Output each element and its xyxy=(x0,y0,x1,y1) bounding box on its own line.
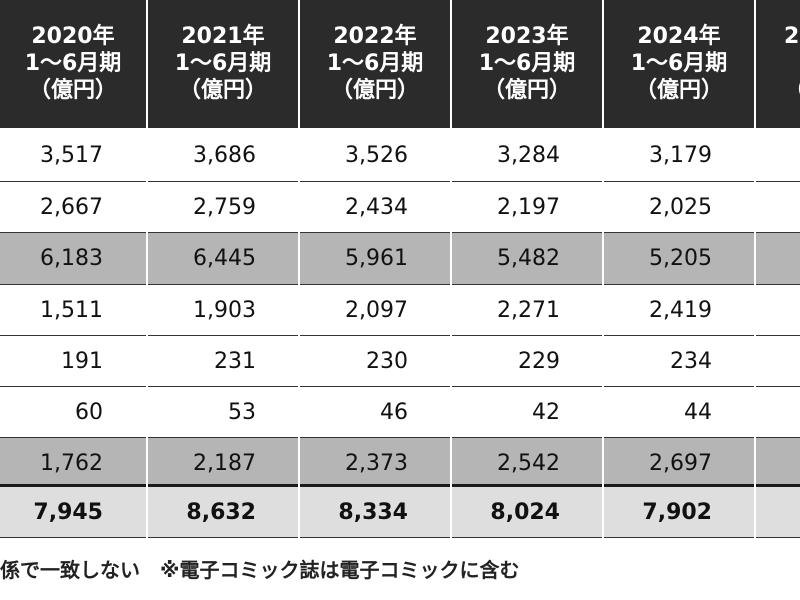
table-cell: 3,179 xyxy=(649,143,712,168)
column-header-2021: 2021年 1～6月期 （億円） xyxy=(148,0,298,128)
column-divider xyxy=(298,0,300,538)
table-cell: 6,183 xyxy=(40,246,103,271)
column-unit: （億円） xyxy=(330,78,419,103)
column-divider xyxy=(450,0,452,538)
row-divider xyxy=(0,437,800,438)
table-cell: 5,205 xyxy=(649,246,712,271)
table-row: 191 231 230 229 234 xyxy=(0,336,800,387)
table-cell: 6,445 xyxy=(193,246,256,271)
table-cell: 8,632 xyxy=(186,500,256,525)
column-unit: （億円） xyxy=(178,78,267,103)
row-divider xyxy=(0,386,800,387)
table-row: 3,517 3,686 3,526 3,284 3,179 xyxy=(0,130,800,181)
table-row: 60 53 46 42 44 xyxy=(0,387,800,438)
table-cell: 5,482 xyxy=(497,246,560,271)
column-header-2020: 2020年 1～6月期 （億円） xyxy=(0,0,146,128)
column-header-2022: 2022年 1～6月期 （億円） xyxy=(300,0,450,128)
column-header-partial: 2 （ xyxy=(756,0,800,128)
table-cell: 3,526 xyxy=(345,143,408,168)
table-row: 1,511 1,903 2,097 2,271 2,419 xyxy=(0,285,800,336)
table-cell: 1,511 xyxy=(40,298,103,323)
row-divider xyxy=(0,284,800,285)
table-cell: 3,517 xyxy=(40,143,103,168)
column-unit: （億円） xyxy=(482,78,571,103)
row-divider xyxy=(0,335,800,336)
table-cell: 2,434 xyxy=(345,195,408,220)
table-cell: 42 xyxy=(532,400,560,425)
row-divider xyxy=(0,232,800,233)
table-cell: 2,697 xyxy=(649,451,712,476)
table-cell: 46 xyxy=(380,400,408,425)
table-cell: 2,025 xyxy=(649,195,712,220)
table-cell: 2,419 xyxy=(649,298,712,323)
column-year: 2021年 xyxy=(181,24,265,49)
column-period: 1～6月期 xyxy=(174,51,272,76)
column-unit: （ xyxy=(784,77,800,104)
column-period xyxy=(784,50,800,77)
table-cell: 234 xyxy=(670,349,712,374)
table-cell: 53 xyxy=(228,400,256,425)
table-cell: 2,197 xyxy=(497,195,560,220)
table-cell: 2,759 xyxy=(193,195,256,220)
table-cell: 3,284 xyxy=(497,143,560,168)
column-unit: （億円） xyxy=(634,78,723,103)
column-header-2024: 2024年 1～6月期 （億円） xyxy=(604,0,754,128)
column-header-2023: 2023年 1～6月期 （億円） xyxy=(452,0,602,128)
table-cell: 8,024 xyxy=(490,500,560,525)
table-cell: 44 xyxy=(684,400,712,425)
table-cell: 191 xyxy=(61,349,103,374)
column-period: 1～6月期 xyxy=(478,51,576,76)
table-cell: 7,902 xyxy=(642,500,712,525)
column-period: 1～6月期 xyxy=(326,51,424,76)
row-divider xyxy=(0,181,800,182)
table-cell: 2,542 xyxy=(497,451,560,476)
column-year: 2024年 xyxy=(637,24,721,49)
table-cell: 2,097 xyxy=(345,298,408,323)
column-period: 1～6月期 xyxy=(24,51,122,76)
footnote: 係で一致しない ※電子コミック誌は電子コミックに含む xyxy=(0,558,520,582)
table-bottom-border xyxy=(0,537,800,538)
table-cell: 2,271 xyxy=(497,298,560,323)
table-cell: 229 xyxy=(518,349,560,374)
table-cell: 2,373 xyxy=(345,451,408,476)
table-cell: 60 xyxy=(75,400,103,425)
subtotal-row: 1,762 2,187 2,373 2,542 2,697 xyxy=(0,438,800,489)
column-divider xyxy=(754,0,756,538)
column-year: 2 xyxy=(784,24,800,49)
table-row: 2,667 2,759 2,434 2,197 2,025 xyxy=(0,182,800,233)
column-year: 2022年 xyxy=(333,24,417,49)
table-cell: 2,187 xyxy=(193,451,256,476)
column-period: 1～6月期 xyxy=(630,51,728,76)
column-divider xyxy=(146,0,148,538)
table-header: 2020年 1～6月期 （億円） 2021年 1～6月期 （億円） 2022年 … xyxy=(0,0,800,128)
column-unit: （億円） xyxy=(28,78,117,103)
column-year: 2020年 xyxy=(31,24,115,49)
table-cell: 3,686 xyxy=(193,143,256,168)
column-divider xyxy=(602,0,604,538)
table-cell: 231 xyxy=(214,349,256,374)
table-cell: 2,667 xyxy=(40,195,103,220)
table-cell: 8,334 xyxy=(338,500,408,525)
row-divider xyxy=(0,484,800,487)
table-cell: 230 xyxy=(366,349,408,374)
table-cell: 1,762 xyxy=(40,451,103,476)
table-cell: 5,961 xyxy=(345,246,408,271)
table-cell: 7,945 xyxy=(33,500,103,525)
subtotal-row: 6,183 6,445 5,961 5,482 5,205 xyxy=(0,233,800,284)
table-cell: 1,903 xyxy=(193,298,256,323)
total-row: 7,945 8,632 8,334 8,024 7,902 xyxy=(0,487,800,538)
column-year: 2023年 xyxy=(485,24,569,49)
